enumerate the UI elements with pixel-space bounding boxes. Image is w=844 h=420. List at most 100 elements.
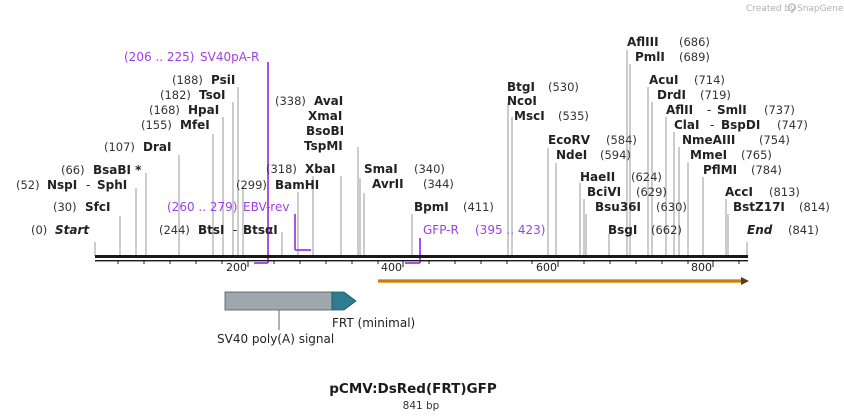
site-pos: (747) — [777, 118, 808, 132]
site-pos: (813) — [769, 185, 800, 199]
site-separator: - — [86, 178, 90, 192]
site-name: Bsu36I — [595, 200, 641, 214]
site-name: DrdI — [657, 88, 686, 102]
site-pos: (765) — [741, 148, 772, 162]
start-pos: (0) — [31, 223, 47, 237]
site-pos: (662) — [651, 223, 682, 237]
site-name: XbaI — [305, 162, 335, 176]
site-name: PflMI — [703, 163, 737, 177]
site-name: BtsαI — [243, 223, 278, 237]
site-pos: (188) — [172, 73, 203, 87]
site-name: MmeI — [690, 148, 727, 162]
tick-label: 400 — [381, 261, 402, 274]
site-name: SmaI — [364, 162, 398, 176]
site-name: BpmI — [414, 200, 449, 214]
orf-arrow — [378, 277, 749, 285]
site-name: SmlI — [717, 103, 747, 117]
site-name: MscI — [514, 109, 545, 123]
site-name: TsoI — [199, 88, 225, 102]
site-name: NmeAIII — [682, 133, 735, 147]
site-name: SphI — [97, 178, 127, 192]
site-pos: (340) — [414, 162, 445, 176]
site-pos: (411) — [463, 200, 494, 214]
snapgene-logo: SnapGene — [787, 3, 844, 14]
site-name: HaeII — [580, 170, 615, 184]
site-pos: (107) — [104, 140, 135, 154]
site-separator: - — [707, 103, 711, 117]
site-pos: (689) — [679, 50, 710, 64]
site-pos: (737) — [764, 103, 795, 117]
site-pos: (344) — [423, 177, 454, 191]
start-label: Start — [55, 223, 90, 237]
site-name: AvaI — [314, 94, 343, 108]
tick-label: 600 — [536, 261, 557, 274]
site-name: NdeI — [556, 148, 587, 162]
site-name: TspMI — [304, 139, 343, 153]
site-name: BtsI — [198, 223, 225, 237]
site-name: EcoRV — [548, 133, 591, 147]
site-pos: (814) — [799, 200, 830, 214]
brand-text: SnapGene — [797, 4, 844, 14]
site-pos: (714) — [694, 73, 725, 87]
site-pos: (594) — [600, 148, 631, 162]
site-pos: (182) — [160, 88, 191, 102]
feature-sv40-polya — [224, 291, 333, 330]
credit-text: Created by — [746, 4, 796, 14]
feature-frt-minimal — [331, 291, 357, 311]
site-name: SfcI — [85, 200, 110, 214]
site-name: AccI — [725, 185, 753, 199]
site-name: AcuI — [649, 73, 678, 87]
site-pos: (584) — [606, 133, 637, 147]
primer-pos: (206 .. 225) — [124, 50, 194, 64]
site-pos: (530) — [548, 80, 579, 94]
site-pos: (244) — [159, 223, 190, 237]
frt-label: FRT (minimal) — [332, 316, 415, 330]
site-pos: (338) — [275, 94, 306, 108]
site-name: DraI — [143, 140, 171, 154]
site-pos: (624) — [631, 170, 662, 184]
primer-name: EBV-rev — [243, 200, 289, 214]
primer-ebv-rev — [294, 214, 311, 251]
site-pos: (30) — [53, 200, 77, 214]
axis-ticks — [117, 260, 740, 267]
site-name: BstZ17I — [733, 200, 785, 214]
tick-label: 200 — [226, 261, 247, 274]
site-name: BspDI — [721, 118, 760, 132]
end-pos: (841) — [788, 223, 819, 237]
end-label: End — [747, 223, 773, 237]
primer-pos: (260 .. 279) — [167, 200, 237, 214]
map-length: 841 bp — [403, 400, 440, 412]
site-pos: (784) — [751, 163, 782, 177]
tick-label: 800 — [691, 261, 712, 274]
site-name: BsaBI * — [93, 163, 142, 177]
primer-sv40pa-r — [254, 62, 269, 264]
primer-gfp-r — [405, 238, 421, 264]
site-name: BsoBI — [306, 124, 344, 138]
primer-name: GFP-R — [423, 223, 459, 237]
map-title: pCMV:DsRed(FRT)GFP — [329, 381, 497, 397]
site-separator: - — [710, 118, 714, 132]
sequence-backbone — [95, 255, 748, 262]
site-pos: (630) — [656, 200, 687, 214]
site-pos: (168) — [149, 103, 180, 117]
site-name: AflII — [666, 103, 693, 117]
site-name: BtgI — [507, 80, 535, 94]
site-pos: (719) — [700, 88, 731, 102]
site-name: AflIII — [627, 35, 659, 49]
site-pos: (155) — [141, 118, 172, 132]
site-pos: (318) — [266, 162, 297, 176]
site-pos: (754) — [759, 133, 790, 147]
site-name: BciVI — [587, 185, 621, 199]
site-name: PsiI — [211, 73, 235, 87]
site-name: NcoI — [507, 94, 537, 108]
primer-name: SV40pA-R — [200, 50, 259, 64]
site-pos: (686) — [679, 35, 710, 49]
site-name: XmaI — [308, 109, 342, 123]
site-pos: (629) — [636, 185, 667, 199]
site-name: MfeI — [180, 118, 210, 132]
site-name: PmlI — [635, 50, 665, 64]
site-name: NspI — [47, 178, 77, 192]
site-name: HpaI — [188, 103, 219, 117]
primer-pos: (395 .. 423) — [475, 223, 545, 237]
